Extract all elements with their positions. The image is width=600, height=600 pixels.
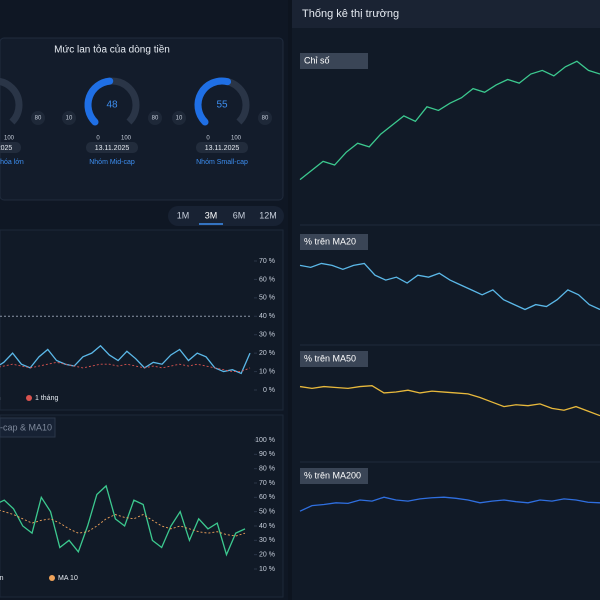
gauge-name: Nhóm vốn hóa lớn xyxy=(0,157,24,166)
series-line xyxy=(0,344,251,375)
y-tick-label: 70 % xyxy=(259,258,275,265)
series-line xyxy=(299,60,600,181)
gauge-max: 100 xyxy=(4,136,15,142)
chart-label-box xyxy=(300,351,368,367)
y-tick-label: 10 % xyxy=(259,566,275,573)
chart2-card xyxy=(0,414,284,598)
y-tick-label: 90 % xyxy=(259,451,275,458)
series-line xyxy=(299,496,600,512)
chart-label: % trên MA50 xyxy=(304,353,356,363)
gauge-marker xyxy=(258,111,272,125)
gauge-arc xyxy=(194,77,232,126)
gauge-track xyxy=(0,77,23,125)
y-tick-label: 30 % xyxy=(259,537,275,544)
gauge-name: Nhóm Small-cap xyxy=(196,159,248,166)
y-tick-label: 50 % xyxy=(259,295,275,302)
content: 47 0 100 10 80 13.11.2025 Nhóm vốn hóa lớn 48 0 1… xyxy=(0,53,600,582)
date-pill xyxy=(86,142,138,153)
y-tick-label: 20 % xyxy=(259,552,275,559)
chart-label: % trên MA20 xyxy=(304,236,356,246)
right-title: Thống kê thị trường xyxy=(302,8,399,20)
period-button[interactable]: 1M xyxy=(177,210,190,220)
y-tick-label: 40 % xyxy=(259,523,275,530)
y-tick-label: 30 % xyxy=(259,332,275,339)
gauge-marker xyxy=(172,111,186,125)
gauge-name: Nhóm Mid-cap xyxy=(89,159,135,166)
gauge-card xyxy=(0,37,284,201)
gauge-arc xyxy=(84,77,114,126)
chart2-tab[interactable] xyxy=(0,417,56,438)
gauge-min: 0 xyxy=(206,136,210,142)
right-header xyxy=(292,0,600,28)
legend-label: 1 tuần xyxy=(0,393,1,402)
chart-label: Chỉ số xyxy=(304,55,330,65)
y-tick-label: 40 % xyxy=(259,313,275,320)
right-panel xyxy=(292,0,600,600)
date-pill xyxy=(196,142,248,153)
y-tick-label: 60 % xyxy=(259,494,275,501)
gauge-max: 100 xyxy=(121,136,132,142)
legend-dot xyxy=(26,395,32,401)
gauge-date: 13.11.2025 xyxy=(205,145,240,152)
chart2-tab-label: Small-cap & MA10 xyxy=(0,422,52,432)
gauge-high: 80 xyxy=(35,116,42,122)
gauge-value: 48 xyxy=(106,100,118,111)
gauge-value: 55 xyxy=(216,100,228,111)
chart-label-box xyxy=(300,234,368,250)
y-tick-label: 80 % xyxy=(259,466,275,473)
y-tick-label: 100 % xyxy=(255,437,275,444)
series-line xyxy=(0,509,246,537)
legend-dot xyxy=(49,575,55,581)
period-group xyxy=(168,206,284,226)
chart-label: % trên MA200 xyxy=(304,470,361,480)
period-button[interactable]: 3M xyxy=(205,210,218,220)
gauge-date: 13.11.2025 xyxy=(0,145,12,152)
y-tick-label: 50 % xyxy=(259,509,275,516)
series-line xyxy=(0,361,251,373)
legend-label: 1 tháng xyxy=(35,395,58,402)
y-tick-label: 20 % xyxy=(259,350,275,357)
gauge-marker xyxy=(62,111,76,125)
y-tick-label: 70 % xyxy=(259,480,275,487)
gauge-title: Mức lan tỏa của dòng tiền xyxy=(54,44,170,56)
gauge-date: 13.11.2025 xyxy=(95,145,130,152)
gauge-min: 0 xyxy=(96,136,100,142)
y-tick-label: 0 % xyxy=(263,387,275,394)
gauge-value: 47 xyxy=(0,100,1,111)
gauge-low: 10 xyxy=(66,116,73,122)
series-line xyxy=(299,385,600,417)
gauge-marker xyxy=(31,111,45,125)
date-pill xyxy=(0,142,21,153)
legend-label: Nhóm vốn hóa lớn xyxy=(0,573,4,582)
gauge-low: 10 xyxy=(176,116,183,122)
period-button[interactable]: 12M xyxy=(259,210,277,220)
gauge-high: 80 xyxy=(262,116,269,122)
chart-label-box xyxy=(300,53,368,69)
legend-label: MA 10 xyxy=(58,575,78,582)
gauge-marker xyxy=(148,111,162,125)
y-tick-label: 60 % xyxy=(259,276,275,283)
series-line xyxy=(0,484,246,557)
gauge-high: 80 xyxy=(152,116,159,122)
y-tick-label: 10 % xyxy=(259,368,275,375)
gauge-max: 100 xyxy=(231,136,242,142)
series-line xyxy=(299,262,600,311)
period-button[interactable]: 6M xyxy=(233,210,246,220)
chart-label-box xyxy=(300,468,368,484)
chart1-card xyxy=(0,229,284,411)
